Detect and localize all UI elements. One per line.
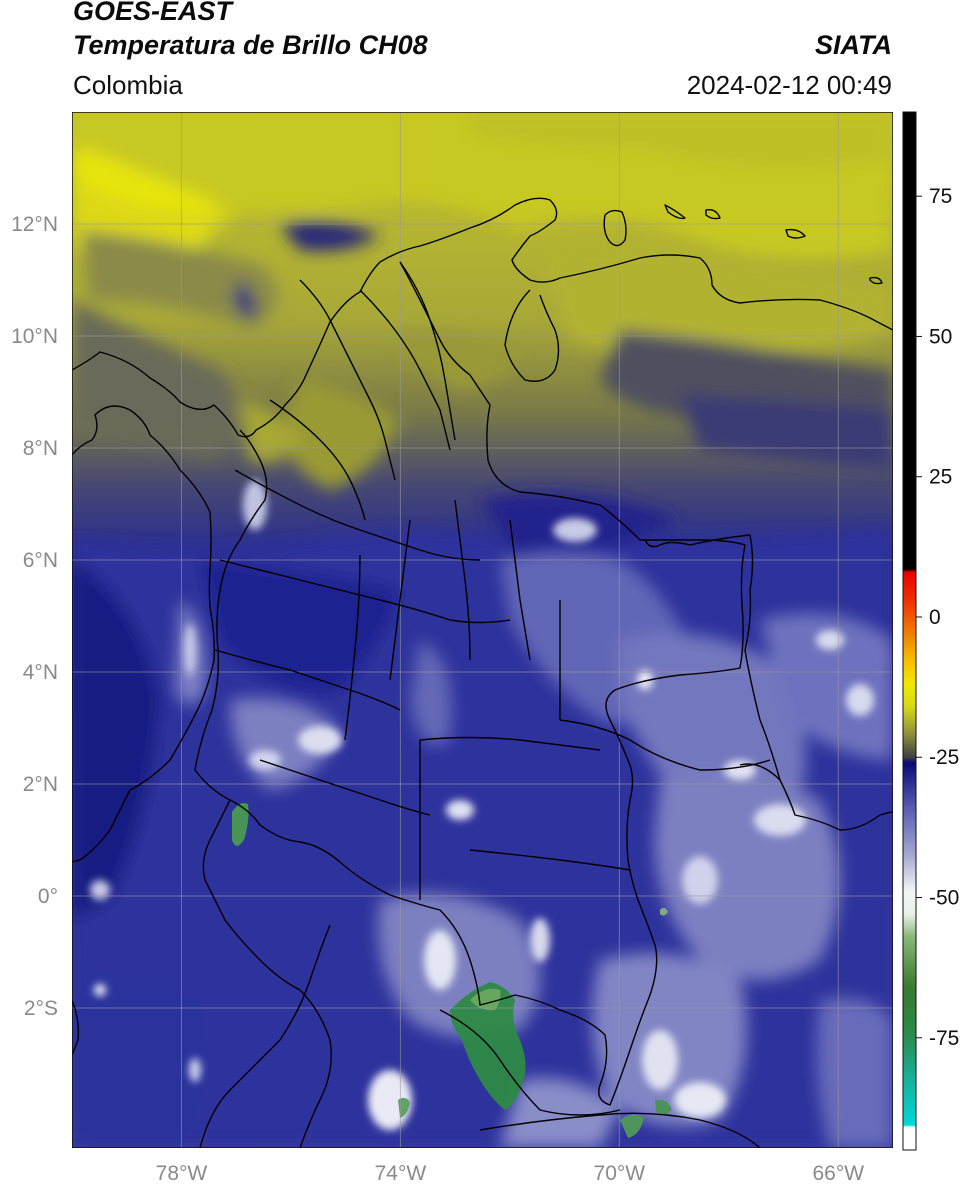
source-label: SIATA <box>815 30 892 60</box>
amazon-border <box>439 1009 621 1116</box>
peru-coast <box>199 924 331 1148</box>
dept-line-5 <box>234 469 481 561</box>
latitude-labels: 12°N 10°N 8°N 6°N 4°N 2°N 0° 2°S <box>11 213 58 1020</box>
colorbar-tick-label: 75 <box>929 185 952 208</box>
lat-tick-label: 2°S <box>24 997 58 1020</box>
southern-border <box>479 1112 761 1148</box>
lon-tick-label: 78°W <box>156 1162 208 1185</box>
lat-tick-label: 8°N <box>23 437 58 460</box>
dept-line-12 <box>344 554 361 741</box>
lat-tick-label: 6°N <box>23 549 58 572</box>
paraguana-peninsula <box>603 209 627 247</box>
border-segment-3 <box>739 763 781 781</box>
colorbar-tick-label: -50 <box>929 887 959 910</box>
maracaibo-lake <box>504 289 560 382</box>
coldest-cloud-tops <box>232 803 672 1138</box>
colorbar-tick-label: 25 <box>929 466 952 489</box>
dept-line-13 <box>389 519 411 681</box>
lat-tick-label: 2°N <box>23 773 58 796</box>
dept-line-15 <box>509 519 531 661</box>
colorbar-ticks: 75 50 25 0 -25 -50 -75 <box>916 185 959 1050</box>
longitude-labels: 78°W 74°W 70°W 66°W <box>156 1162 865 1185</box>
colorbar-tick-label: 0 <box>929 606 941 629</box>
cold-cloud-texture <box>175 550 893 1148</box>
bright-cloud-cells <box>90 480 874 1130</box>
dept-line-10 <box>419 736 601 751</box>
dept-line-8 <box>259 759 431 816</box>
colorbar-tick-label: -75 <box>929 1027 959 1050</box>
title-product: Temperatura de Brillo CH08 <box>73 30 428 60</box>
satellite-imagery <box>72 112 893 1148</box>
lon-tick-label: 74°W <box>375 1162 427 1185</box>
dept-line-11 <box>469 849 631 871</box>
colombia-border <box>194 261 746 1106</box>
colorbar: 75 50 25 0 -25 -50 -75 <box>902 111 959 1151</box>
coastlines-and-borders <box>72 197 893 1148</box>
dept-line-6 <box>219 559 511 624</box>
ecuador-border <box>202 799 332 1148</box>
venezuela-border <box>644 534 893 831</box>
lon-tick-label: 70°W <box>594 1162 646 1185</box>
colorbar-gradient <box>903 112 916 1150</box>
pacific-coastline-south <box>72 999 80 1056</box>
colorbar-tick-label: 50 <box>929 325 952 348</box>
lat-tick-label: 4°N <box>23 661 58 684</box>
moisture-texture <box>72 112 893 490</box>
island-3 <box>785 228 806 239</box>
dept-line-4 <box>269 399 366 521</box>
colorbar-frame <box>902 111 917 1151</box>
dept-line-1 <box>299 279 396 481</box>
lon-tick-label: 66°W <box>812 1162 864 1185</box>
region-label: Colombia <box>73 70 183 100</box>
caribbean-coastline <box>72 197 893 438</box>
pacific-coastline-north <box>72 405 215 863</box>
lat-tick-label: 12°N <box>11 213 58 236</box>
dept-line-3 <box>399 261 456 441</box>
timestamp: 2024-02-12 00:49 <box>686 70 892 100</box>
lat-tick-label: 10°N <box>11 325 58 348</box>
gridlines <box>72 112 893 1148</box>
island-4 <box>869 276 883 285</box>
island-1 <box>664 204 686 220</box>
dept-line-2 <box>359 289 451 451</box>
island-2 <box>705 208 721 220</box>
colorbar-tick-label: -25 <box>929 746 959 769</box>
lat-tick-label: 0° <box>38 885 58 908</box>
title-satellite: GOES-EAST <box>73 0 233 26</box>
dept-line-7 <box>214 649 401 711</box>
dept-line-14 <box>454 499 471 661</box>
border-segment-2 <box>559 719 771 771</box>
